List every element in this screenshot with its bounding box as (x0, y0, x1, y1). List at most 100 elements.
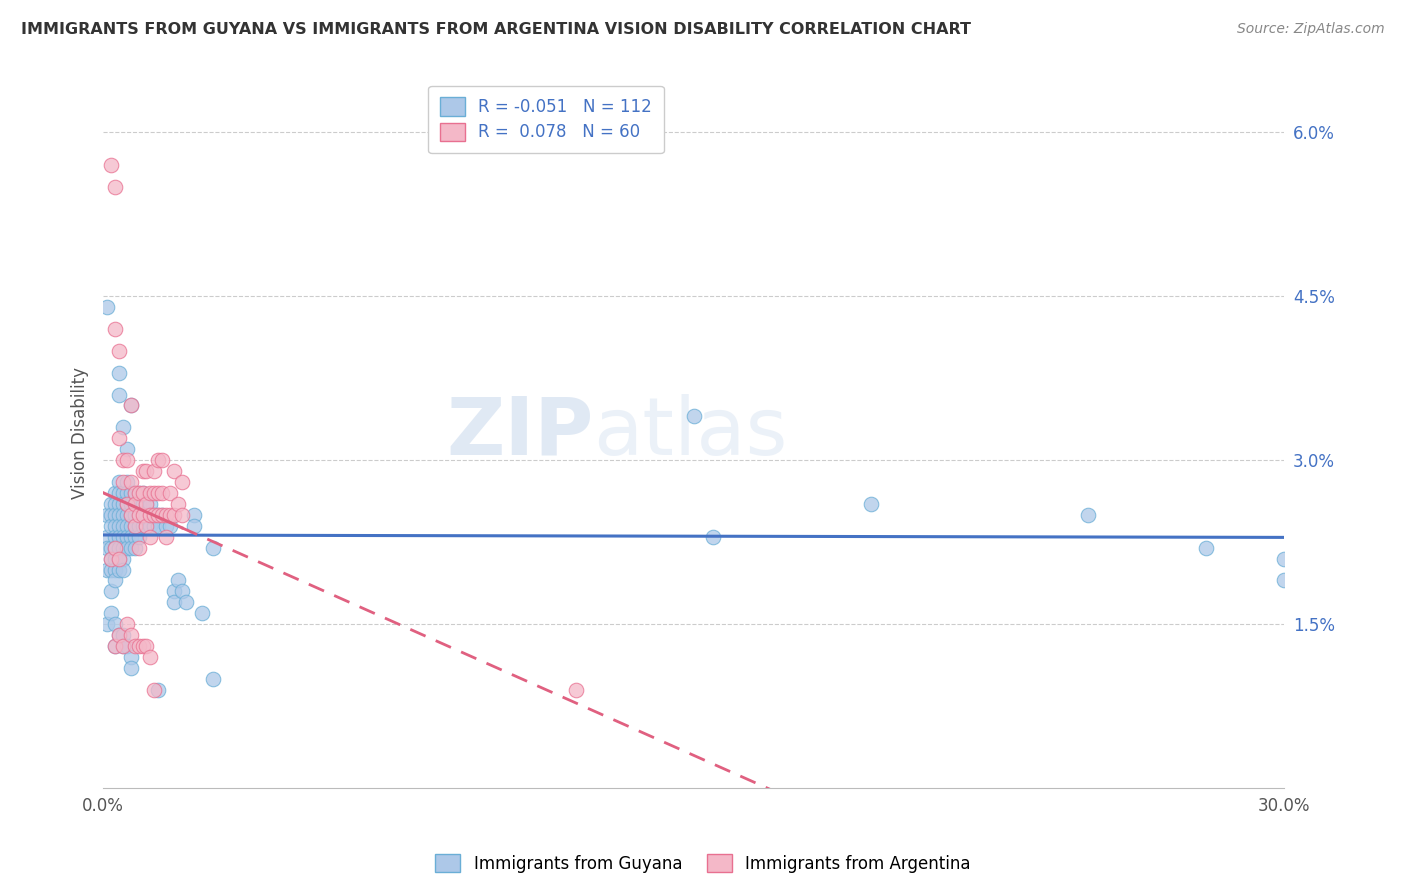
Text: Source: ZipAtlas.com: Source: ZipAtlas.com (1237, 22, 1385, 37)
Point (1195, 541, 1218, 555)
Point (1274, 574, 1296, 588)
Point (115, 530, 138, 544)
Point (124, 497, 146, 511)
Point (124, 530, 146, 544)
Point (104, 541, 127, 555)
Point (143, 464, 166, 478)
Point (104, 508, 127, 522)
Text: ZIP: ZIP (446, 394, 593, 472)
Point (120, 530, 142, 544)
Point (135, 497, 157, 511)
Point (131, 486, 153, 500)
Point (170, 508, 193, 522)
Point (96, 508, 118, 522)
Point (148, 508, 170, 522)
Point (170, 584, 193, 599)
Legend: R = -0.051   N = 112, R =  0.078   N = 60: R = -0.051 N = 112, R = 0.078 N = 60 (429, 86, 664, 153)
Point (120, 650, 142, 665)
Point (115, 617, 138, 632)
Point (120, 497, 142, 511)
Point (111, 639, 134, 653)
Point (104, 617, 127, 632)
Point (131, 508, 153, 522)
Point (131, 508, 153, 522)
Point (111, 541, 134, 555)
Point (128, 530, 150, 544)
Point (108, 497, 131, 511)
Point (115, 475, 138, 489)
Point (104, 639, 127, 653)
Point (111, 453, 134, 467)
Point (100, 158, 122, 172)
Point (124, 541, 146, 555)
Point (135, 639, 157, 653)
Point (111, 530, 134, 544)
Point (150, 508, 173, 522)
Point (139, 486, 162, 500)
Point (155, 530, 177, 544)
Point (120, 486, 142, 500)
Point (139, 508, 162, 522)
Point (115, 508, 138, 522)
Point (108, 530, 131, 544)
Point (104, 541, 127, 555)
Point (111, 497, 134, 511)
Point (183, 518, 205, 533)
Point (120, 518, 142, 533)
Point (167, 574, 190, 588)
Point (131, 639, 153, 653)
Point (108, 541, 131, 555)
Point (111, 508, 134, 522)
Point (115, 486, 138, 500)
Point (100, 508, 122, 522)
Point (120, 508, 142, 522)
Point (131, 486, 153, 500)
Point (128, 518, 150, 533)
Point (115, 497, 138, 511)
Point (108, 387, 131, 401)
Point (139, 497, 162, 511)
Point (135, 497, 157, 511)
Point (150, 486, 173, 500)
Point (859, 497, 882, 511)
Point (108, 562, 131, 576)
Point (139, 650, 162, 665)
Point (111, 639, 134, 653)
Point (202, 672, 225, 686)
Point (702, 530, 724, 544)
Point (174, 595, 197, 609)
Point (120, 661, 142, 675)
Point (128, 486, 150, 500)
Point (128, 508, 150, 522)
Point (139, 530, 162, 544)
Point (148, 682, 170, 697)
Point (163, 464, 186, 478)
Point (115, 442, 138, 457)
Point (100, 541, 122, 555)
Point (104, 497, 127, 511)
Point (155, 518, 177, 533)
Point (108, 343, 131, 358)
Point (150, 453, 173, 467)
Point (111, 562, 134, 576)
Point (128, 639, 150, 653)
Point (128, 497, 150, 511)
Point (124, 486, 146, 500)
Point (148, 486, 170, 500)
Point (100, 518, 122, 533)
Y-axis label: Vision Disability: Vision Disability (72, 367, 89, 499)
Point (104, 574, 127, 588)
Point (104, 518, 127, 533)
Point (104, 562, 127, 576)
Point (143, 682, 166, 697)
Point (115, 639, 138, 653)
Point (124, 639, 146, 653)
Point (124, 497, 146, 511)
Point (104, 639, 127, 653)
Point (202, 541, 225, 555)
Point (148, 508, 170, 522)
Point (104, 551, 127, 566)
Point (111, 518, 134, 533)
Point (96, 541, 118, 555)
Point (108, 366, 131, 380)
